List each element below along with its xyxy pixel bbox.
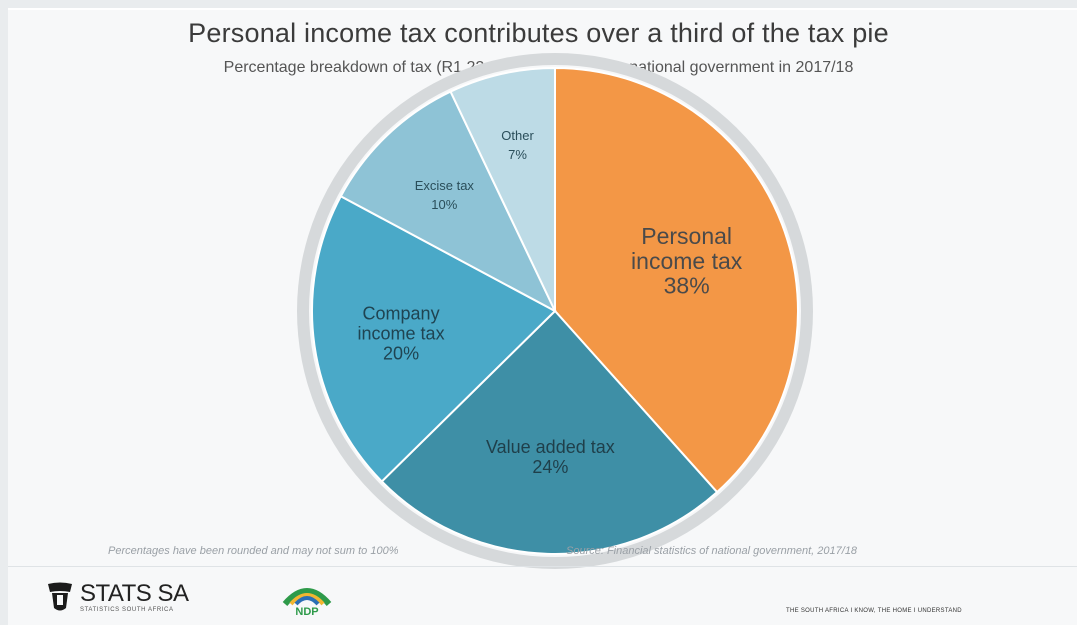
- ndp-logo-icon: NDP: [282, 588, 332, 618]
- slice-category-label: Personal: [641, 223, 732, 249]
- pie-slices: [311, 66, 799, 555]
- slice-label-3: Excise tax 10%: [415, 178, 475, 212]
- slice-label-1: Value added tax 24%: [486, 437, 615, 477]
- slice-label-2: Company income tax 20%: [358, 303, 445, 363]
- slice-category-label: Value added tax: [486, 437, 615, 457]
- pie-slice-1: [380, 309, 719, 555]
- rounding-footnote: Percentages have been rounded and may no…: [108, 545, 399, 557]
- stats-sa-logo-name: STATS SA: [80, 580, 189, 607]
- slice-label-0: Personal income tax 38%: [631, 223, 743, 299]
- pie-slice-4: [449, 66, 556, 312]
- chart-title: Personal income tax contributes over a t…: [188, 18, 889, 48]
- slice-category-label: Excise tax: [415, 178, 475, 193]
- stats-sa-logo-sub: STATISTICS SOUTH AFRICA: [80, 607, 174, 613]
- slice-value-label: 38%: [664, 273, 710, 299]
- pie-slice-3: [339, 90, 558, 314]
- stats-sa-logo: STATS SA STATISTICS SOUTH AFRICA: [46, 580, 189, 614]
- slice-value-label: 24%: [532, 457, 568, 477]
- slice-value-label: 7%: [508, 147, 527, 162]
- slice-category-label: income tax: [631, 248, 743, 274]
- slice-label-4: Other 7%: [501, 128, 534, 162]
- stats-sa-crest-icon: [48, 582, 72, 611]
- source-footnote: Source: Financial statistics of national…: [566, 545, 858, 557]
- pie-slice-2: [311, 194, 557, 483]
- ndp-logo-text: NDP: [295, 606, 318, 618]
- slice-category-label: Company: [363, 303, 440, 323]
- footer-tagline: THE SOUTH AFRICA I KNOW, THE HOME I UNDE…: [786, 608, 962, 614]
- slice-category-label: income tax: [358, 323, 445, 343]
- pie-labels: Personal income tax 38%Value added tax 24%C…: [358, 128, 743, 477]
- slice-value-label: 20%: [383, 344, 419, 364]
- slice-value-label: 10%: [431, 197, 457, 212]
- footer-divider: [8, 566, 1077, 567]
- pie-slice-0: [554, 66, 799, 494]
- slice-category-label: Other: [501, 128, 534, 143]
